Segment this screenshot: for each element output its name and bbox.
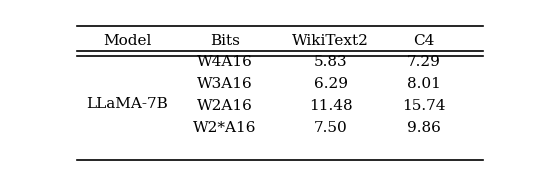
Text: LLaMA-7B: LLaMA-7B [87, 97, 168, 111]
Text: 6.29: 6.29 [313, 77, 348, 91]
Text: C4: C4 [413, 34, 435, 48]
Text: Model: Model [103, 34, 152, 48]
Text: 8.01: 8.01 [407, 77, 441, 91]
Text: Bits: Bits [210, 34, 240, 48]
Text: W3A16: W3A16 [197, 77, 253, 91]
Text: 15.74: 15.74 [402, 99, 446, 113]
Text: 7.29: 7.29 [407, 55, 441, 69]
Text: 7.50: 7.50 [314, 121, 347, 135]
Text: WikiText2: WikiText2 [292, 34, 369, 48]
Text: 9.86: 9.86 [407, 121, 441, 135]
Text: 11.48: 11.48 [309, 99, 352, 113]
Text: W2*A16: W2*A16 [193, 121, 257, 135]
Text: W2A16: W2A16 [197, 99, 253, 113]
Text: 5.83: 5.83 [314, 55, 347, 69]
Text: W4A16: W4A16 [197, 55, 253, 69]
